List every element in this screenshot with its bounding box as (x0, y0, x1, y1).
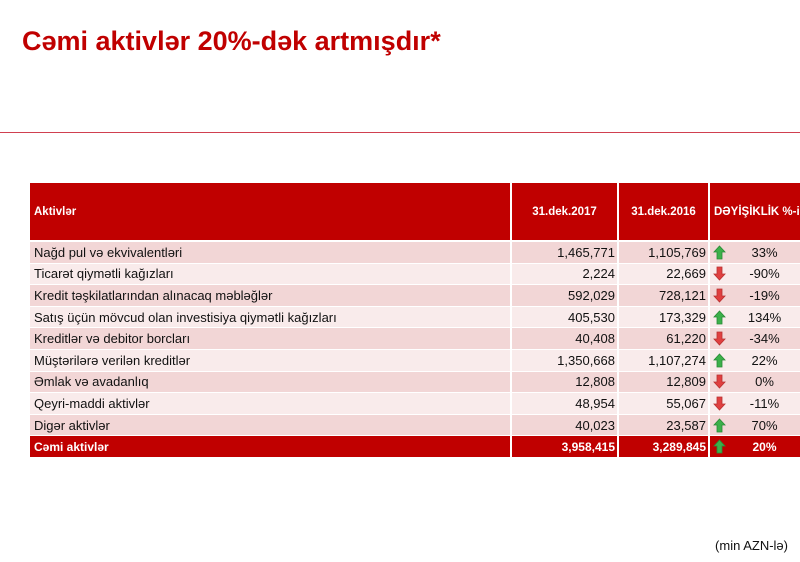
arrow-down (713, 396, 726, 411)
change-arrow (710, 350, 729, 371)
change-arrow (710, 328, 729, 349)
change-pct: 20% (729, 436, 800, 457)
title: Cəmi aktivlər 20%-dək artmışdır* (22, 26, 441, 56)
arrow-up (713, 310, 726, 324)
change-pct: 33% (729, 242, 800, 263)
value-2016: 173,329 (619, 306, 708, 328)
change-arrow (710, 263, 729, 285)
change-pct: 134% (729, 306, 800, 328)
change-pct: -19% (729, 285, 800, 306)
row-label: Cəmi aktivlər (30, 436, 510, 457)
row-label: Nağd pul və ekvivalentləri (30, 242, 510, 263)
value-2017: 405,530 (512, 306, 617, 328)
arrow-down (713, 374, 726, 389)
value-2017: 40,408 (512, 328, 617, 349)
change-pct: -90% (729, 263, 800, 285)
arrow-up (713, 418, 726, 432)
change-arrow (710, 285, 729, 306)
change-pct: -11% (729, 393, 800, 414)
change-arrow (710, 242, 729, 263)
change-arrow (710, 371, 729, 393)
value-2017: 1,465,771 (512, 242, 617, 263)
value-2017: 12,808 (512, 371, 617, 393)
row-label: Qeyri-maddi aktivlər (30, 393, 510, 414)
change-pct: 0% (729, 371, 800, 393)
change-pct: -34% (729, 328, 800, 349)
header-cell: Aktivlər (30, 183, 510, 240)
value-2016: 728,121 (619, 285, 708, 306)
row-label: Digər aktivlər (30, 414, 510, 436)
arrow-down (713, 266, 726, 281)
value-2017: 40,023 (512, 414, 617, 436)
header-cell: DƏYİŞİKLİK %-i (710, 183, 800, 240)
value-2016: 23,587 (619, 414, 708, 436)
change-arrow (710, 393, 729, 414)
value-2017: 1,350,668 (512, 350, 617, 371)
value-2016: 61,220 (619, 328, 708, 349)
value-2017: 3,958,415 (512, 436, 617, 457)
footnote: (min AZN-lə) (715, 538, 788, 553)
header-cell: 31.dek.2017 (512, 183, 617, 240)
value-2016: 12,809 (619, 371, 708, 393)
value-2017: 592,029 (512, 285, 617, 306)
value-2016: 55,067 (619, 393, 708, 414)
row-label: Əmlak və avadanlıq (30, 371, 510, 393)
value-2016: 3,289,845 (619, 436, 708, 457)
change-pct: 70% (729, 414, 800, 436)
value-2017: 48,954 (512, 393, 617, 414)
row-label: Kredit təşkilatlarından alınacaq məbləğl… (30, 285, 510, 306)
table: Aktivlər 31.dek.2017 31.dek.2016 DƏYİŞİKLİK… (30, 183, 800, 463)
divider (0, 132, 800, 133)
row-label: Satış üçün mövcud olan investisiya qiymə… (30, 306, 510, 328)
row-label: Ticarət qiymətli kağızları (30, 263, 510, 285)
change-pct: 22% (729, 350, 800, 371)
row-label: Müştərilərə verilən kreditlər (30, 350, 510, 371)
arrow-down (713, 288, 726, 303)
value-2016: 1,107,274 (619, 350, 708, 371)
row-label: Kreditlər və debitor borcları (30, 328, 510, 349)
value-2017: 2,224 (512, 263, 617, 285)
change-arrow (710, 414, 729, 436)
arrow-up (713, 353, 726, 368)
value-2016: 1,105,769 (619, 242, 708, 263)
arrow-down (713, 331, 726, 346)
change-arrow (710, 306, 729, 328)
arrow-up (713, 439, 726, 454)
change-arrow (710, 436, 729, 457)
arrow-up (713, 245, 726, 260)
value-2016: 22,669 (619, 263, 708, 285)
header-cell: 31.dek.2016 (619, 183, 708, 240)
